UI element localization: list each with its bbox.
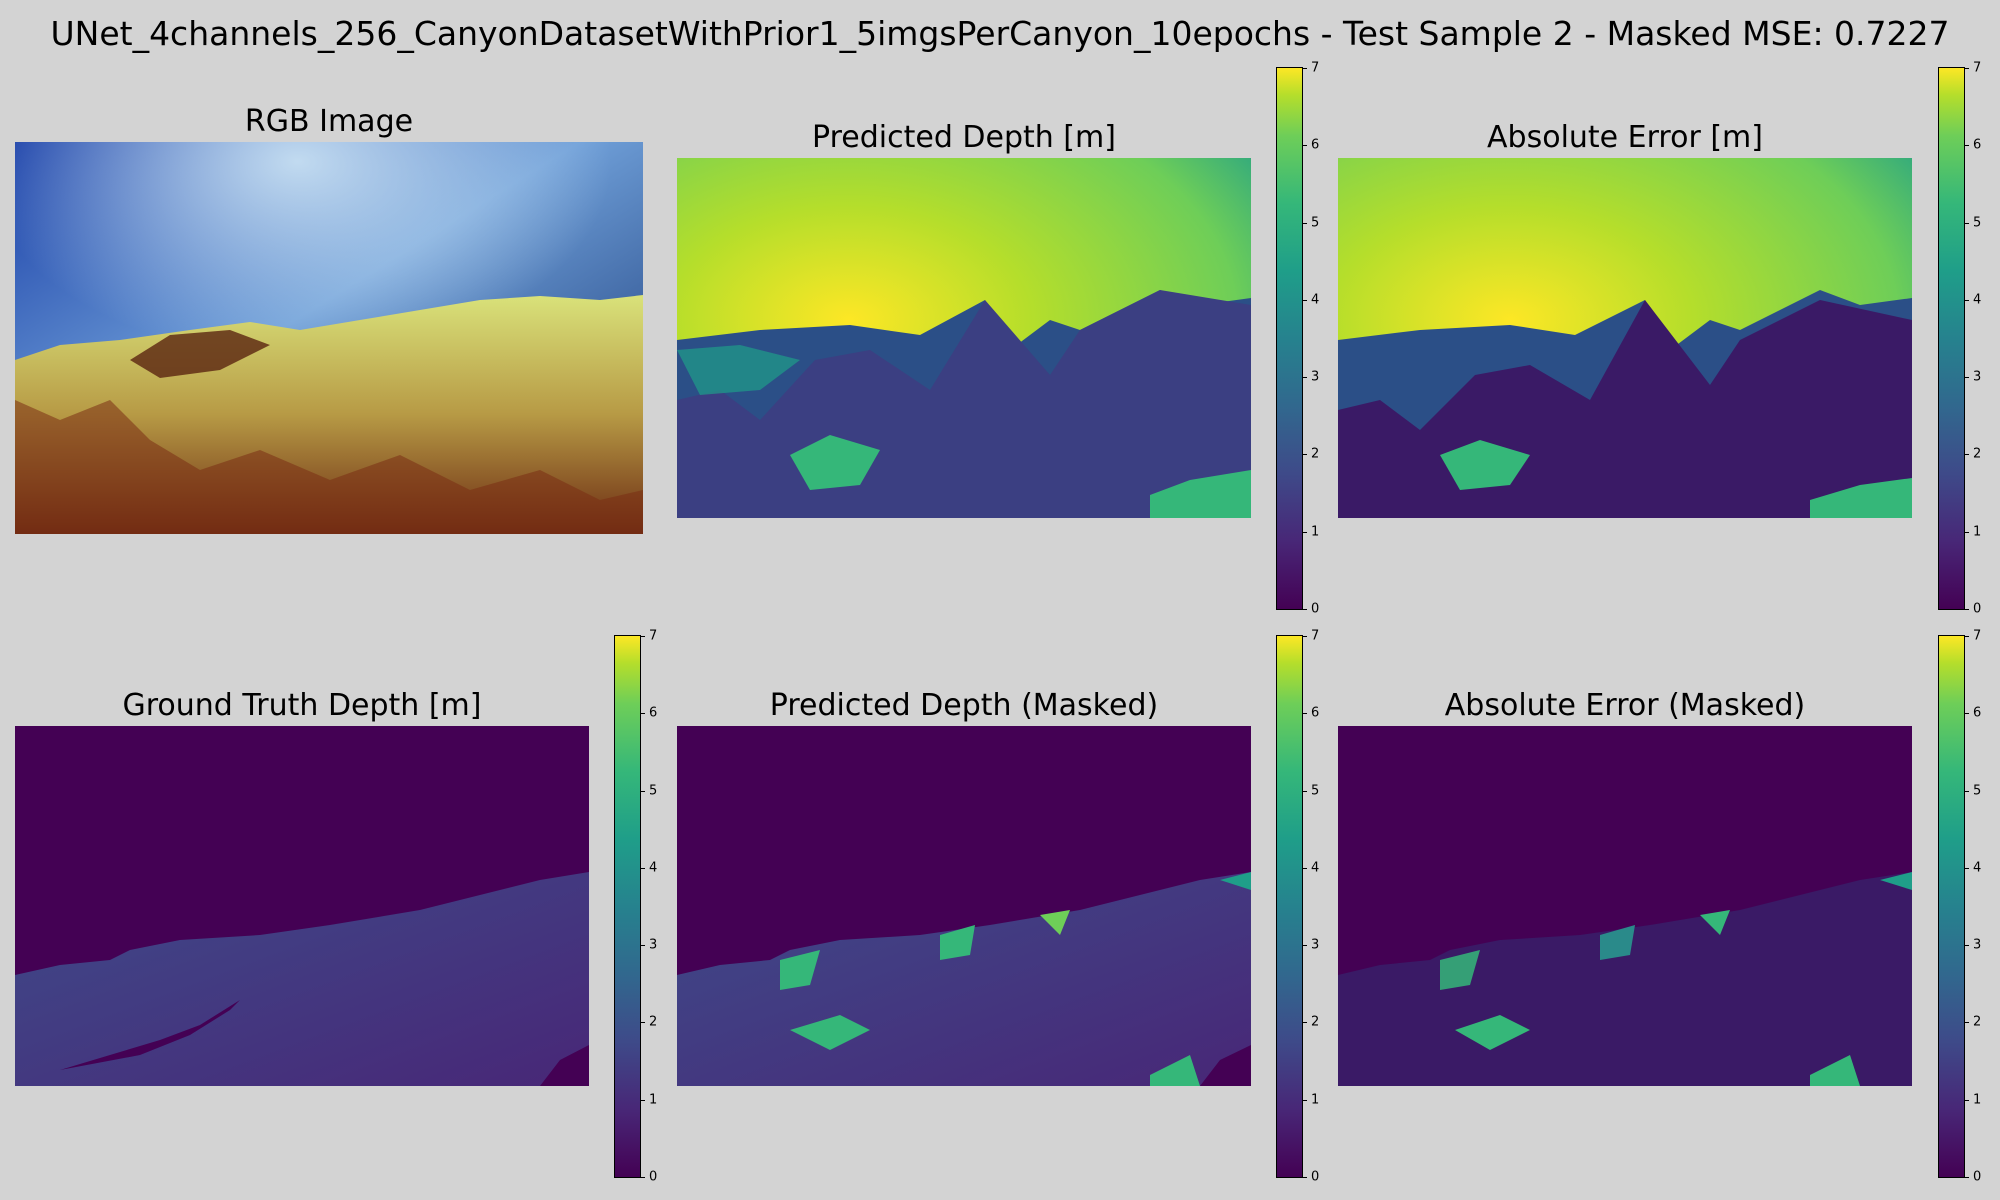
colorbar-err-tick-5 <box>1964 222 1969 224</box>
colorbar-pred-masked-tick-2 <box>1302 1022 1307 1024</box>
colorbar-gt-tick-0 <box>640 1177 645 1178</box>
abs-error-masked-image <box>1338 726 1912 1086</box>
colorbar-pred-masked-tick-label-2: 2 <box>1311 1014 1320 1030</box>
gt-panel-title: Ground Truth Depth [m] <box>122 688 482 723</box>
colorbar-pred-masked-tick-0 <box>1302 1177 1307 1178</box>
colorbar-pred-tick-label-1: 1 <box>1311 524 1320 540</box>
colorbar-err-masked-tick-4 <box>1964 867 1969 869</box>
colorbar-gt-tick-label-7: 7 <box>649 628 658 644</box>
colorbar-err-masked-tick-label-3: 3 <box>1973 937 1982 953</box>
colorbar-err-tick-label-1: 1 <box>1973 524 1982 540</box>
colorbar-pred-tick-0 <box>1302 609 1307 610</box>
colorbar-pred-masked-tick-6 <box>1302 713 1307 715</box>
colorbar-err-tick-label-0: 0 <box>1973 601 1982 617</box>
colorbar-err-masked-tick-label-2: 2 <box>1973 1014 1982 1030</box>
colorbar-gt-tick-1 <box>640 1099 645 1101</box>
colorbar-gt-tick-4 <box>640 867 645 869</box>
colorbar-gt: 0 1 2 3 4 5 6 7 <box>614 629 657 1185</box>
colorbar-pred-tick-3 <box>1302 377 1307 379</box>
colorbar-pred-tick-2 <box>1302 454 1307 456</box>
colorbar-err-tick-2 <box>1964 454 1969 456</box>
colorbar-err-masked-tick-6 <box>1964 713 1969 715</box>
colorbar-pred-tick-1 <box>1302 531 1307 533</box>
colorbar-err-tick-label-7: 7 <box>1973 60 1982 76</box>
colorbar-err: 0 1 2 3 4 5 6 7 <box>1938 61 1981 617</box>
colorbar-pred-tick-label-3: 3 <box>1311 369 1320 385</box>
colorbar-err-tick-label-5: 5 <box>1973 215 1982 231</box>
colorbar-pred-tick-6 <box>1302 145 1307 147</box>
colorbar-pred-masked-tick-label-0: 0 <box>1311 1169 1320 1185</box>
colorbar-gt-tick-label-1: 1 <box>649 1092 658 1108</box>
colorbar-err-tick-label-4: 4 <box>1973 292 1982 308</box>
colorbar-gt-tick-label-6: 6 <box>649 705 658 721</box>
pred-masked-panel-title: Predicted Depth (Masked) <box>769 688 1159 723</box>
colorbar-err-tick-6 <box>1964 145 1969 147</box>
pred-depth-image <box>677 158 1251 518</box>
colorbar-err-masked-tick-label-5: 5 <box>1973 783 1982 799</box>
colorbar-err-tick-0 <box>1964 609 1969 610</box>
colorbar-pred-tick-label-4: 4 <box>1311 292 1320 308</box>
pred-panel-title: Predicted Depth [m] <box>812 120 1116 155</box>
colorbar-err-tick-3 <box>1964 377 1969 379</box>
rgb-image <box>15 142 643 534</box>
colorbar-gt-tick-5 <box>640 790 645 792</box>
colorbar-gt-tick-label-4: 4 <box>649 860 658 876</box>
colorbar-err-masked-tick-label-1: 1 <box>1973 1092 1982 1108</box>
abs-error-image <box>1338 158 1912 518</box>
colorbar-pred-tick-label-2: 2 <box>1311 446 1320 462</box>
colorbar-err-masked-tick-label-7: 7 <box>1973 628 1982 644</box>
colorbar-pred-tick-4 <box>1302 299 1307 301</box>
colorbar-pred-masked-tick-label-4: 4 <box>1311 860 1320 876</box>
colorbar-pred: 0 1 2 3 4 5 6 7 <box>1276 61 1319 617</box>
colorbar-gt-tick-label-0: 0 <box>649 1169 658 1185</box>
colorbar-err-masked-tick-7 <box>1964 636 1969 637</box>
gt-depth-image <box>15 726 589 1086</box>
err-panel-title: Absolute Error [m] <box>1487 120 1763 155</box>
colorbar-pred-masked-tick-label-5: 5 <box>1311 783 1320 799</box>
colorbar-err-masked-tick-label-0: 0 <box>1973 1169 1982 1185</box>
colorbar-err-tick-1 <box>1964 531 1969 533</box>
colorbar-pred-masked-tick-label-7: 7 <box>1311 628 1320 644</box>
colorbar-gt-tick-label-3: 3 <box>649 937 658 953</box>
colorbar-pred-masked-tick-label-3: 3 <box>1311 937 1320 953</box>
colorbar-err-masked-tick-5 <box>1964 790 1969 792</box>
colorbar-pred-tick-label-6: 6 <box>1311 137 1320 153</box>
colorbar-pred-tick-label-7: 7 <box>1311 60 1320 76</box>
colorbar-pred-tick-7 <box>1302 68 1307 69</box>
colorbar-pred-masked-tick-5 <box>1302 790 1307 792</box>
colorbar-gt-tick-6 <box>640 713 645 715</box>
colorbar-pred-masked-tick-3 <box>1302 945 1307 947</box>
colorbar-err-masked-tick-2 <box>1964 1022 1969 1024</box>
colorbar-gt-tick-3 <box>640 945 645 947</box>
colorbar-err-masked-tick-1 <box>1964 1099 1969 1101</box>
colorbar-pred-masked-tick-label-6: 6 <box>1311 705 1320 721</box>
colorbar-err-tick-label-6: 6 <box>1973 137 1982 153</box>
pred-depth-masked-image <box>677 726 1251 1086</box>
colorbar-err-masked-tick-0 <box>1964 1177 1969 1178</box>
colorbar-err-tick-label-3: 3 <box>1973 369 1982 385</box>
colorbar-err-masked: 0 1 2 3 4 5 6 7 <box>1938 629 1981 1185</box>
figure-suptitle: UNet_4channels_256_CanyonDatasetWithPrio… <box>50 14 1950 53</box>
colorbar-gt-tick-7 <box>640 636 645 637</box>
colorbar-pred-masked-tick-1 <box>1302 1099 1307 1101</box>
colorbar-err-masked-tick-3 <box>1964 945 1969 947</box>
colorbar-err-tick-label-2: 2 <box>1973 446 1982 462</box>
colorbar-pred-masked: 0 1 2 3 4 5 6 7 <box>1276 629 1319 1185</box>
colorbar-err-tick-4 <box>1964 299 1969 301</box>
colorbar-err-masked-tick-label-4: 4 <box>1973 860 1982 876</box>
colorbar-pred-tick-label-5: 5 <box>1311 215 1320 231</box>
colorbar-pred-masked-tick-7 <box>1302 636 1307 637</box>
colorbar-pred-tick-label-0: 0 <box>1311 601 1320 617</box>
colorbar-err-tick-7 <box>1964 68 1969 69</box>
colorbar-gt-tick-label-2: 2 <box>649 1014 658 1030</box>
colorbar-err-masked-tick-label-6: 6 <box>1973 705 1982 721</box>
err-masked-panel-title: Absolute Error (Masked) <box>1444 688 1806 723</box>
rgb-panel-title: RGB Image <box>244 104 414 139</box>
colorbar-gt-tick-label-5: 5 <box>649 783 658 799</box>
colorbar-gt-tick-2 <box>640 1022 645 1024</box>
colorbar-pred-masked-tick-label-1: 1 <box>1311 1092 1320 1108</box>
colorbar-pred-masked-tick-4 <box>1302 867 1307 869</box>
colorbar-pred-tick-5 <box>1302 222 1307 224</box>
